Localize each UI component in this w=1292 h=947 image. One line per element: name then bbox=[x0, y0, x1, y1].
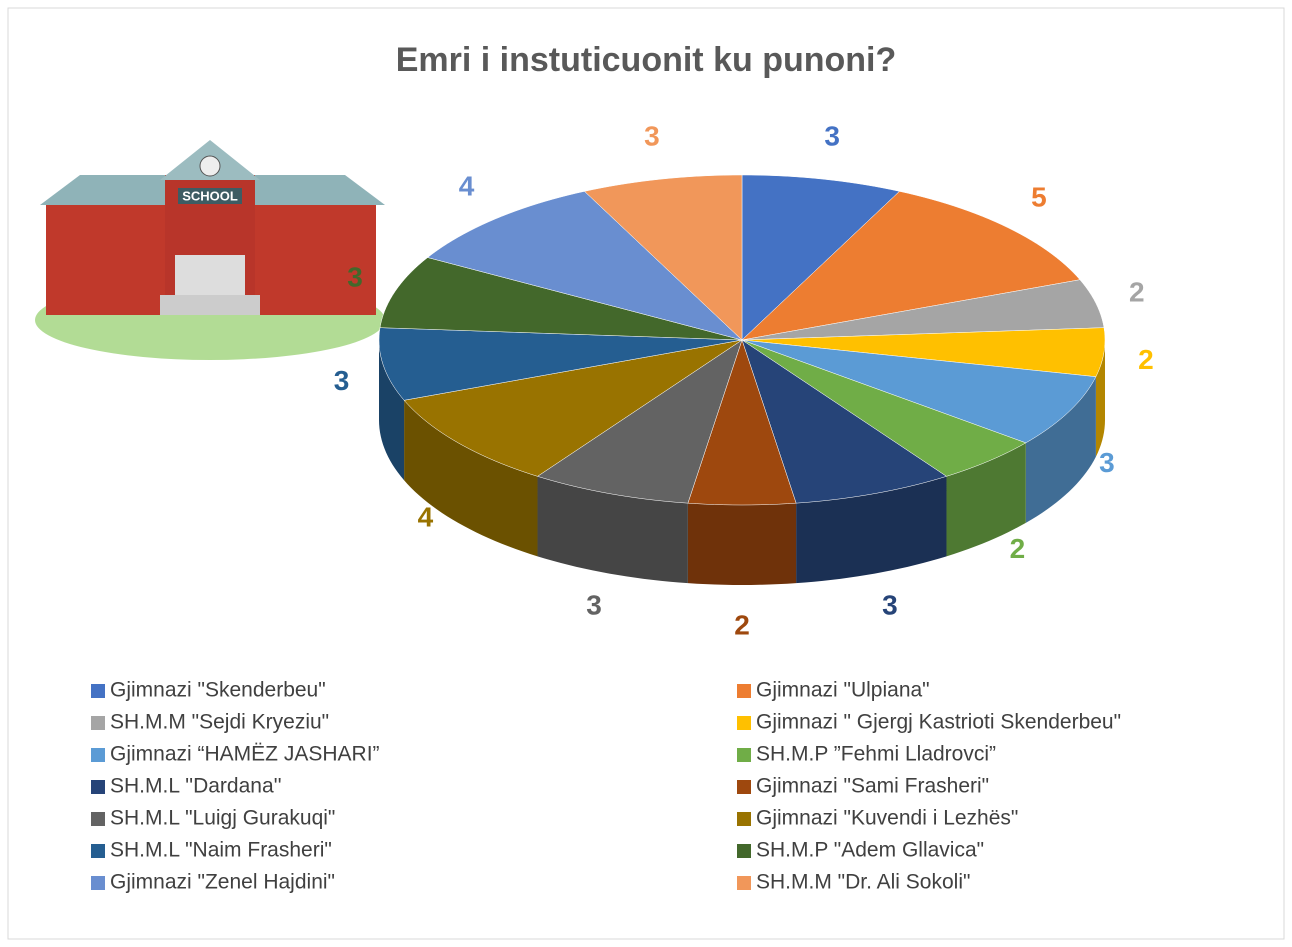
data-label: 4 bbox=[459, 171, 475, 202]
data-label: 4 bbox=[418, 501, 434, 532]
legend-label: SH.M.L ''Dardana'' bbox=[110, 775, 282, 798]
slice-side bbox=[688, 503, 796, 585]
chart-title: Emri i instuticuonit ku punoni? bbox=[396, 41, 897, 79]
legend-marker bbox=[91, 748, 105, 762]
data-label: 2 bbox=[1129, 276, 1145, 307]
legend-marker bbox=[737, 812, 751, 826]
legend-label: Gjimnazi “HAMËZ JASHARI” bbox=[110, 743, 380, 766]
legend-label: SH.M.L "Naim Frasheri" bbox=[110, 839, 332, 862]
data-label: 5 bbox=[1031, 182, 1047, 213]
legend-label: Gjimnazi "Zenel Hajdini" bbox=[110, 871, 335, 894]
legend-marker bbox=[737, 716, 751, 730]
data-label: 3 bbox=[347, 261, 363, 292]
legend-label: SH.M.P "Adem Gllavica" bbox=[756, 839, 984, 862]
legend-marker bbox=[91, 716, 105, 730]
legend-label: Gjimnazi "Skenderbeu" bbox=[110, 679, 326, 702]
data-label: 3 bbox=[334, 365, 350, 396]
data-label: 3 bbox=[882, 590, 898, 621]
legend-marker bbox=[91, 844, 105, 858]
svg-text:SCHOOL: SCHOOL bbox=[182, 188, 238, 203]
legend-marker bbox=[91, 684, 105, 698]
legend-marker bbox=[737, 844, 751, 858]
legend-label: SH.M.M "Dr. Ali Sokoli" bbox=[756, 871, 970, 894]
legend-label: Gjimnazi "Sami Frasheri" bbox=[756, 775, 989, 798]
legend-marker bbox=[91, 876, 105, 890]
legend-marker bbox=[737, 684, 751, 698]
legend-marker bbox=[737, 780, 751, 794]
data-label: 2 bbox=[1138, 344, 1154, 375]
data-label: 2 bbox=[1010, 533, 1026, 564]
legend-label: SH.M.M "Sejdi Kryeziu" bbox=[110, 711, 329, 734]
legend-marker bbox=[91, 780, 105, 794]
legend-label: SH.M.P ”Fehmi Lladrovci” bbox=[756, 743, 996, 766]
chart: Emri i instuticuonit ku punoni? SCHOOL 3… bbox=[0, 0, 1292, 947]
legend-marker bbox=[737, 876, 751, 890]
legend-marker bbox=[91, 812, 105, 826]
legend-label: Gjimnazi " Gjergj Kastrioti Skenderbeu" bbox=[756, 711, 1121, 734]
legend-marker bbox=[737, 748, 751, 762]
legend-label: SH.M.L "Luigj Gurakuqi" bbox=[110, 807, 335, 830]
data-label: 2 bbox=[734, 609, 750, 640]
data-label: 3 bbox=[644, 121, 660, 152]
data-label: 3 bbox=[1099, 447, 1115, 478]
page: Emri i instuticuonit ku punoni? SCHOOL 3… bbox=[0, 0, 1292, 947]
data-label: 3 bbox=[586, 590, 602, 621]
legend-label: Gjimnazi "Ulpiana" bbox=[756, 679, 930, 702]
legend-label: Gjimnazi "Kuvendi i Lezhës" bbox=[756, 807, 1018, 830]
data-label: 3 bbox=[824, 121, 840, 152]
